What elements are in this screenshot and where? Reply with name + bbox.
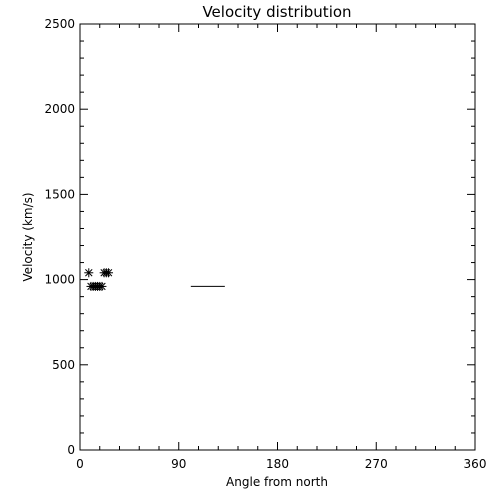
y-axis-label: Velocity (km/s)	[21, 192, 35, 281]
y-tick-label: 0	[67, 443, 75, 457]
y-tick-label: 500	[52, 358, 75, 372]
x-tick-label: 0	[76, 457, 84, 471]
plot-frame	[79, 23, 476, 451]
tick-labels: 0 90 180 270 360 0 500 1000 1500 2000 2500	[44, 17, 486, 471]
tick-marks	[79, 23, 476, 451]
y-tick-label: 1500	[44, 187, 75, 201]
y-tick-label: 1000	[44, 273, 75, 287]
x-tick-label: 360	[464, 457, 487, 471]
data-point	[97, 281, 107, 291]
x-axis-label: Angle from north	[226, 475, 328, 489]
data-point	[104, 268, 114, 278]
x-tick-label: 270	[365, 457, 388, 471]
y-tick-label: 2000	[44, 102, 75, 116]
x-tick-label: 90	[171, 457, 186, 471]
y-tick-label: 2500	[44, 17, 75, 31]
data-point	[84, 268, 94, 278]
x-tick-label: 180	[266, 457, 289, 471]
chart-title: Velocity distribution	[202, 3, 351, 21]
data-marks	[84, 268, 225, 291]
